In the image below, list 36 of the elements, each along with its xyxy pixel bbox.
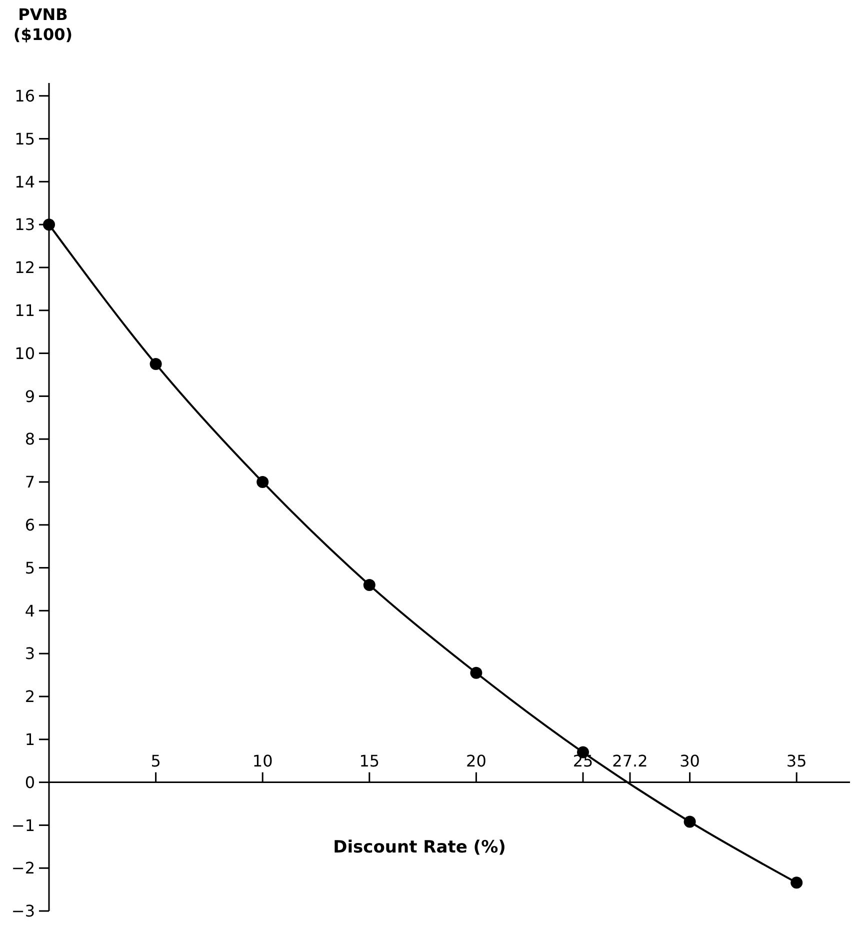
y-tick-label: 9 [24,386,35,406]
point [684,816,696,828]
y-tick-label: −1 [11,816,35,835]
y-tick-label: 7 [24,472,35,492]
y-tick-label: 15 [14,129,35,148]
y-tick-label: 11 [14,300,35,320]
y-tick-label: 14 [14,172,35,192]
y-tick-label: 12 [14,258,35,278]
y-tick-label: 1 [24,730,35,749]
y-tick-label: 16 [14,86,35,106]
y-tick-label: 2 [24,687,35,706]
y-tick-label: 13 [14,215,35,234]
point [150,358,162,370]
x-axis-title: Discount Rate (%) [333,838,506,858]
point [363,578,376,591]
x-tick-label: 27.2 [612,751,648,770]
y-tick-label: 3 [24,644,35,664]
y-axis-title: PVNB ($100) [13,5,73,44]
point [470,666,482,679]
x-tick-label: 5 [150,751,161,770]
x-tick-label: 10 [252,751,273,770]
x-tick-label: 30 [680,751,700,770]
y-tick-label: 5 [24,558,35,578]
point [790,876,803,889]
point [256,476,269,488]
x-tick-label: 15 [359,751,380,770]
y-tick-label: 8 [24,430,35,449]
y-tick-label: 6 [24,515,35,534]
x-tick-label: 35 [786,751,807,770]
point [43,218,55,231]
y-tick-label: 0 [24,772,35,792]
y-tick-label: −2 [11,858,35,878]
y-tick-label: 4 [24,601,35,620]
y-tick-label: 10 [14,344,35,363]
x-tick-label: 20 [466,751,486,770]
y-tick-label: −3 [11,902,35,921]
